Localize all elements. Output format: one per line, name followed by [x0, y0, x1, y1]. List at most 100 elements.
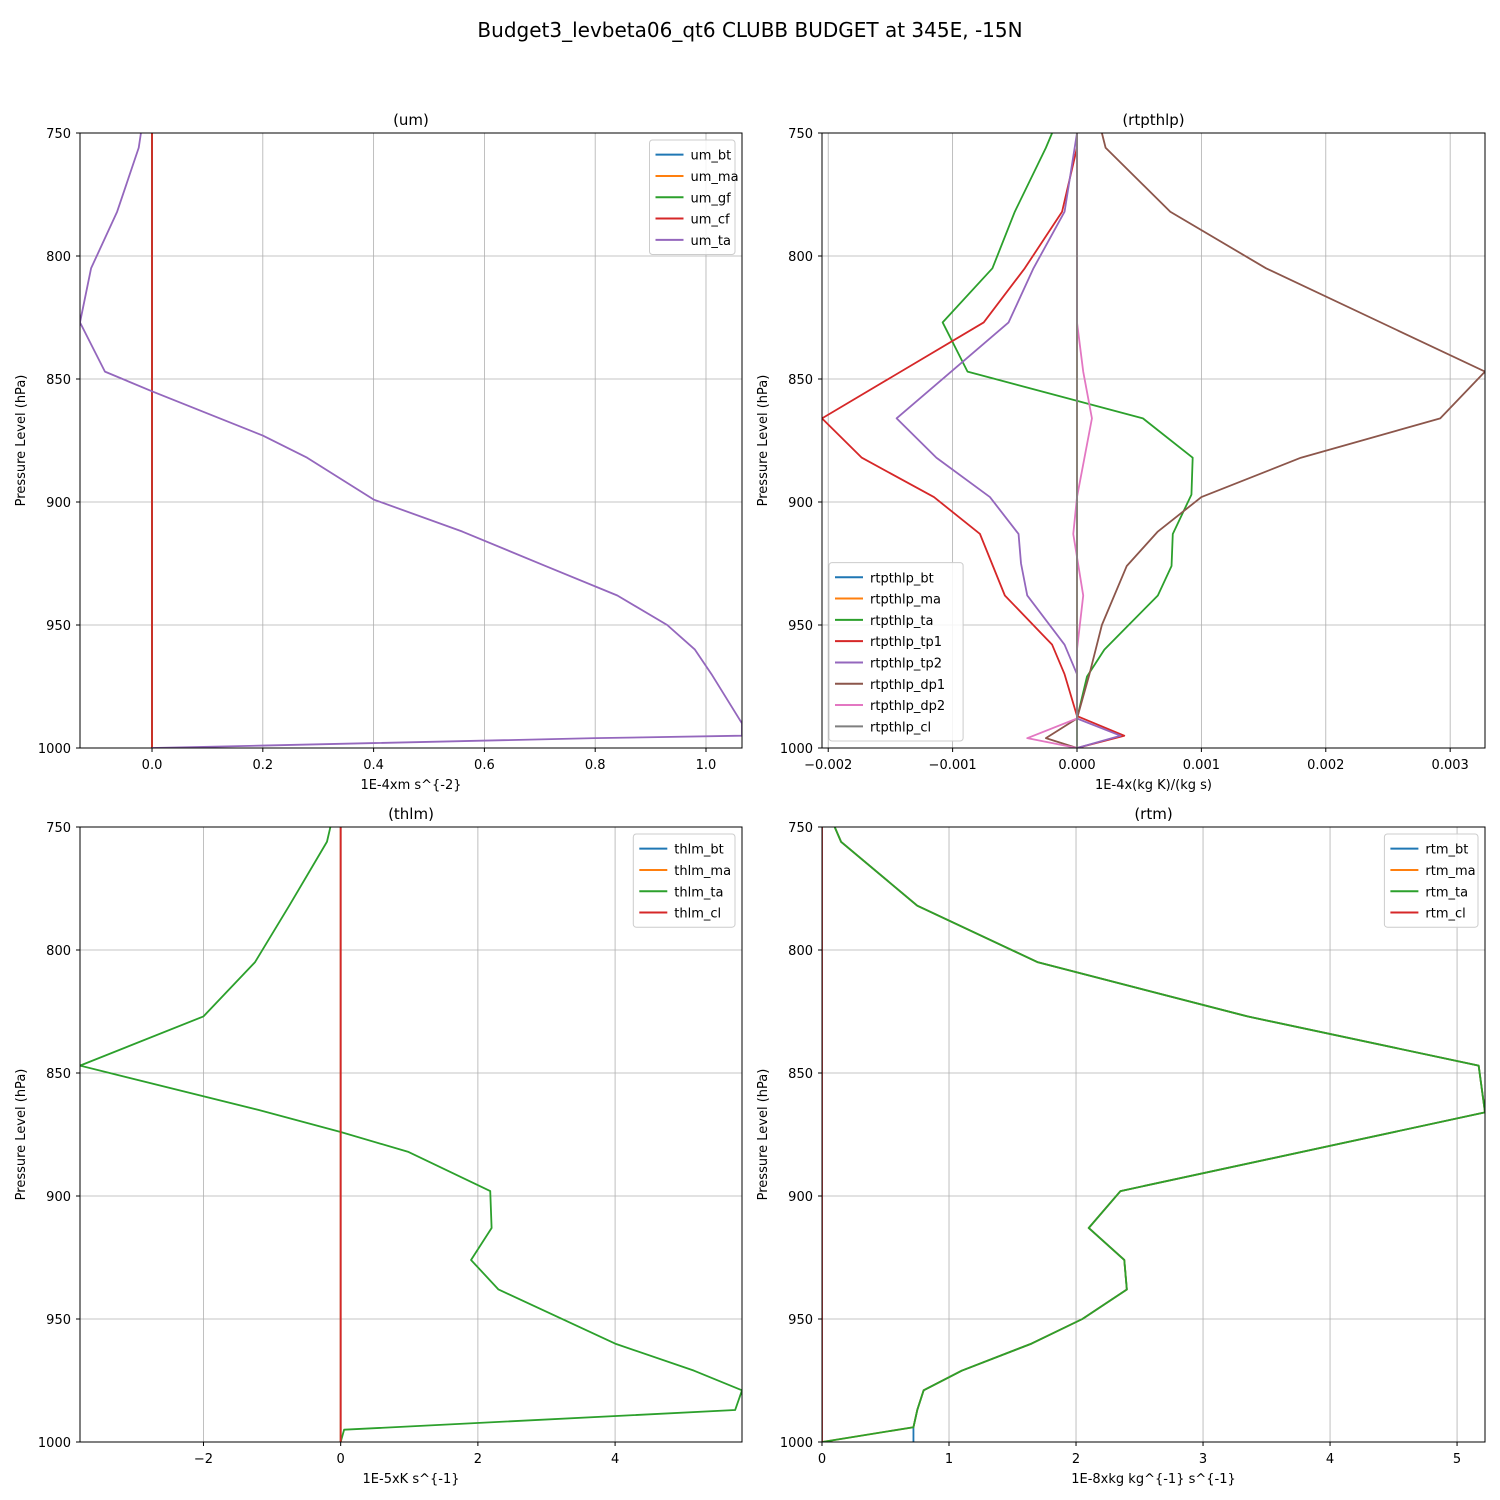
legend-label: rtm_cl [1425, 907, 1465, 922]
panel-title: (um) [393, 111, 429, 129]
y-axis-label: Pressure Level (hPa) [14, 375, 29, 507]
panel-thlm: −2 0 2 4 750 800 850 900 950 1000 (thlm) 1E-5xK s^{… [14, 805, 743, 1487]
x-tick-label: 2 [474, 1452, 482, 1467]
legend-label: rtpthlp_ma [870, 593, 941, 608]
legend: rtpthlp_bt rtpthlp_ma rtpthlp_ta rtpthlp_tp… [828, 562, 964, 742]
y-tick-label: 850 [788, 373, 813, 388]
legend-label: rtpthlp_cl [870, 720, 931, 735]
panel-title: (rtpthlp) [1122, 111, 1184, 129]
x-tick-label: 0.003 [1432, 758, 1469, 773]
y-tick-label: 900 [46, 496, 71, 511]
y-tick-label: 950 [46, 619, 71, 634]
x-tick-label: 1.0 [696, 758, 717, 773]
y-tick-label: 850 [46, 373, 71, 388]
y-tick-label: 1000 [780, 742, 813, 757]
y-tick-label: 800 [788, 250, 813, 265]
series-group [80, 827, 742, 1442]
y-tick-label: 900 [788, 496, 813, 511]
x-axis-label: 1E-5xK s^{-1} [363, 1472, 460, 1487]
legend-label: um_cf [691, 213, 731, 228]
legend: thlm_bt thlm_ma thlm_ta thlm_cl [632, 833, 736, 928]
panel-um: 0.0 0.2 0.4 0.6 0.8 1.0 750 800 850 900 950 1000 (um… [14, 111, 743, 793]
legend-label: rtpthlp_tp2 [870, 656, 942, 671]
axes-frame [821, 132, 1486, 749]
legend-box [632, 833, 736, 928]
x-tick-label: 0.4 [363, 758, 384, 773]
series-group [80, 133, 742, 748]
series-line-rtm-ta [822, 827, 1485, 1442]
legend-label: um_ma [691, 170, 739, 185]
y-tick-label: 950 [46, 1313, 71, 1328]
panel-rtpthlp: −0.002 −0.001 0.000 0.001 0.002 0.003 750 800 85… [756, 111, 1486, 793]
x-tick-label: 0.8 [585, 758, 606, 773]
series-line-rtpthlp-tp1 [822, 133, 1126, 748]
legend-box [649, 139, 736, 255]
series-line-rtpthlp-dp2 [1026, 133, 1093, 748]
x-axis-label: 1E-8xkg kg^{-1} s^{-1} [1071, 1472, 1236, 1487]
x-tick-label: 2 [1072, 1452, 1080, 1467]
x-tick-label: 0.2 [252, 758, 273, 773]
axes-frame [821, 826, 1486, 1443]
y-tick-label: 750 [788, 127, 813, 142]
x-axis-label: 1E-4xm s^{-2} [360, 778, 461, 793]
series-line-rtpthlp-ta [941, 133, 1194, 748]
y-tick-label: 900 [788, 1190, 813, 1205]
legend-label: thlm_ta [674, 885, 723, 900]
x-tick-label: 0.002 [1307, 758, 1344, 773]
y-axis-label: Pressure Level (hPa) [756, 1069, 771, 1201]
y-tick-label: 950 [788, 1313, 813, 1328]
x-tick-label: 0.0 [142, 758, 163, 773]
y-tick-label: 750 [46, 821, 71, 836]
legend-label: thlm_cl [674, 907, 721, 922]
figure-title: Budget3_levbeta06_qt6 CLUBB BUDGET at 34… [477, 18, 1022, 42]
x-tick-label: 0.000 [1058, 758, 1095, 773]
legend-label: rtm_ma [1425, 864, 1475, 879]
legend-box [828, 562, 964, 742]
legend-label: rtpthlp_bt [870, 571, 934, 586]
x-axis-label: 1E-4x(kg K)/(kg s) [1095, 778, 1212, 793]
x-tick-label: 1 [945, 1452, 953, 1467]
axes-frame [79, 826, 743, 1443]
x-tick-label: 5 [1453, 1452, 1461, 1467]
y-tick-label: 950 [788, 619, 813, 634]
legend-label: rtm_bt [1425, 843, 1468, 858]
legend: rtm_bt rtm_ma rtm_ta rtm_cl [1383, 833, 1479, 928]
x-tick-label: 0.6 [474, 758, 495, 773]
y-tick-label: 1000 [780, 1436, 813, 1451]
legend-label: rtpthlp_dp2 [870, 699, 945, 714]
series-group [822, 827, 1485, 1442]
x-tick-label: 3 [1199, 1452, 1207, 1467]
x-tick-label: 4 [1326, 1452, 1334, 1467]
y-tick-label: 800 [46, 944, 71, 959]
legend: um_bt um_ma um_gf um_cf um_ta [649, 139, 739, 255]
legend-label: rtpthlp_tp1 [870, 635, 942, 650]
legend-label: rtpthlp_ta [870, 614, 933, 629]
x-tick-label: 0 [337, 1452, 345, 1467]
legend-label: rtpthlp_dp1 [870, 678, 945, 693]
legend-box [1383, 833, 1479, 928]
y-tick-label: 800 [788, 944, 813, 959]
y-tick-label: 750 [46, 127, 71, 142]
panel-title: (rtm) [1134, 805, 1172, 823]
series-line-rtpthlp-dp1 [1045, 133, 1485, 748]
y-tick-label: 1000 [38, 742, 71, 757]
y-tick-label: 800 [46, 250, 71, 265]
legend-label: rtm_ta [1425, 885, 1468, 900]
series-line-thlm-ta [80, 827, 742, 1442]
y-tick-label: 1000 [38, 1436, 71, 1451]
y-tick-label: 900 [46, 1190, 71, 1205]
y-tick-label: 850 [46, 1067, 71, 1082]
y-tick-label: 750 [788, 821, 813, 836]
panel-title: (thlm) [388, 805, 434, 823]
x-tick-label: 0 [818, 1452, 826, 1467]
x-tick-label: 0.001 [1183, 758, 1220, 773]
series-line-um-ta [80, 133, 742, 748]
legend-label: thlm_ma [674, 864, 731, 879]
x-tick-label: −0.001 [929, 758, 977, 773]
chart-panels: 0.0 0.2 0.4 0.6 0.8 1.0 750 800 850 900 950 1000 (um… [14, 111, 1486, 1487]
legend-label: um_ta [691, 234, 731, 249]
y-axis-label: Pressure Level (hPa) [756, 375, 771, 507]
legend-label: um_gf [691, 191, 732, 206]
